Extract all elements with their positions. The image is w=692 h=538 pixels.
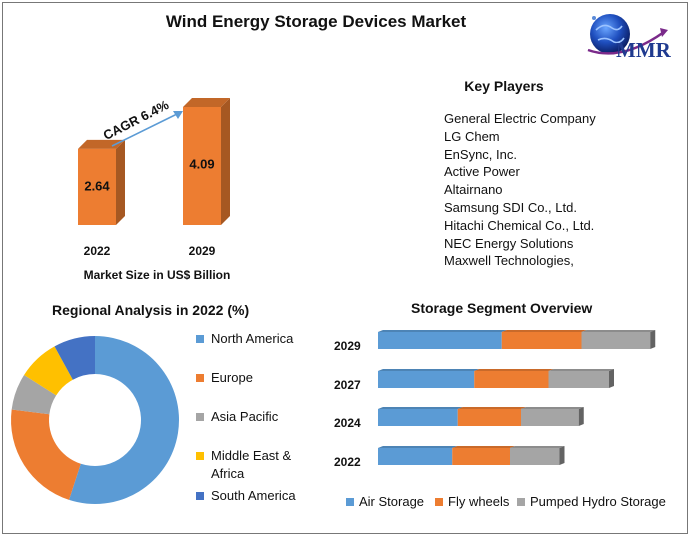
- legend-label: Fly wheels: [448, 494, 510, 509]
- storage-segment-chart: 2029 2027 2024 2022: [334, 330, 656, 469]
- storage-category-label: 2029: [334, 339, 361, 353]
- key-player-item: Maxwell Technologies,: [444, 253, 574, 269]
- storage-category-label: 2024: [334, 416, 361, 430]
- storage-bar-segment: [378, 330, 507, 349]
- market-size-category-label: 2022: [84, 244, 111, 258]
- storage-bar-segment: [457, 407, 526, 426]
- market-size-bar: [183, 98, 230, 225]
- legend-label: North America: [211, 331, 294, 346]
- market-size-value-label: 4.09: [189, 156, 214, 171]
- key-player-item: General Electric Company: [444, 111, 596, 126]
- key-player-item: Active Power: [444, 164, 520, 180]
- legend-swatch: [196, 492, 204, 500]
- key-player-item: Hitachi Chemical Co., Ltd.: [444, 217, 595, 233]
- market-size-xlabel: Market Size in US$ Billion: [84, 268, 231, 282]
- storage-bar-segment: [474, 369, 554, 388]
- legend-swatch: [517, 498, 525, 506]
- legend-label: Europe: [211, 370, 253, 385]
- cagr-arrow-icon: [111, 113, 178, 147]
- storage-bar-segment: [378, 407, 463, 426]
- storage-bar-segment: [510, 446, 565, 465]
- donut-slice: [11, 374, 57, 415]
- key-player-item: EnSync, Inc.: [444, 146, 517, 162]
- regional-analysis-title: Regional Analysis in 2022 (%): [52, 302, 250, 318]
- donut-slice: [11, 409, 81, 500]
- storage-bar-segment: [501, 330, 587, 349]
- storage-category-label: 2022: [334, 455, 361, 469]
- storage-bar-segment: [548, 369, 614, 388]
- legend-label: Asia Pacific: [211, 409, 279, 424]
- legend-label: Air Storage: [359, 494, 425, 509]
- logo-text: MMR: [616, 38, 671, 62]
- market-size-bar: [78, 139, 125, 225]
- legend-swatch: [435, 498, 443, 506]
- key-players-list: General Electric Company LG Chem EnSync, I…: [444, 110, 596, 270]
- page-title: Wind Energy Storage Devices Market: [165, 12, 467, 31]
- storage-bar-segment: [521, 407, 584, 426]
- storage-segment-title: Storage Segment Overview: [411, 300, 593, 316]
- legend-swatch: [196, 335, 204, 343]
- storage-category-label: 2027: [334, 378, 361, 392]
- storage-bar-segment: [378, 446, 458, 465]
- market-size-category-label: 2029: [189, 244, 216, 258]
- storage-bar-segment: [581, 330, 656, 349]
- donut-slice: [54, 336, 95, 380]
- mmr-logo-icon: [587, 14, 668, 55]
- donut-slice: [69, 336, 179, 504]
- donut-slice: [24, 346, 73, 396]
- legend-label: South America: [211, 488, 296, 503]
- key-players-title: Key Players: [464, 78, 544, 94]
- legend-label: Pumped Hydro Storage: [530, 494, 666, 509]
- key-player-item: LG Chem: [444, 128, 500, 144]
- legend-label: Middle East & Africa: [211, 448, 292, 481]
- legend-swatch: [196, 413, 204, 421]
- storage-bar-segment: [452, 446, 515, 465]
- cagr-arrowhead-icon: [173, 111, 183, 119]
- key-player-item: Samsung SDI Co., Ltd.: [444, 199, 577, 215]
- regional-donut-chart: [11, 336, 179, 504]
- key-player-item: Altairnano: [444, 182, 503, 198]
- legend-swatch: [196, 452, 204, 460]
- cagr-annotation: CAGR 6.4%: [101, 97, 172, 143]
- storage-bar-segment: [378, 369, 480, 388]
- legend-swatch: [196, 374, 204, 382]
- market-size-value-label: 2.64: [84, 179, 110, 194]
- legend-swatch: [346, 498, 354, 506]
- key-player-item: NEC Energy Solutions: [444, 235, 574, 251]
